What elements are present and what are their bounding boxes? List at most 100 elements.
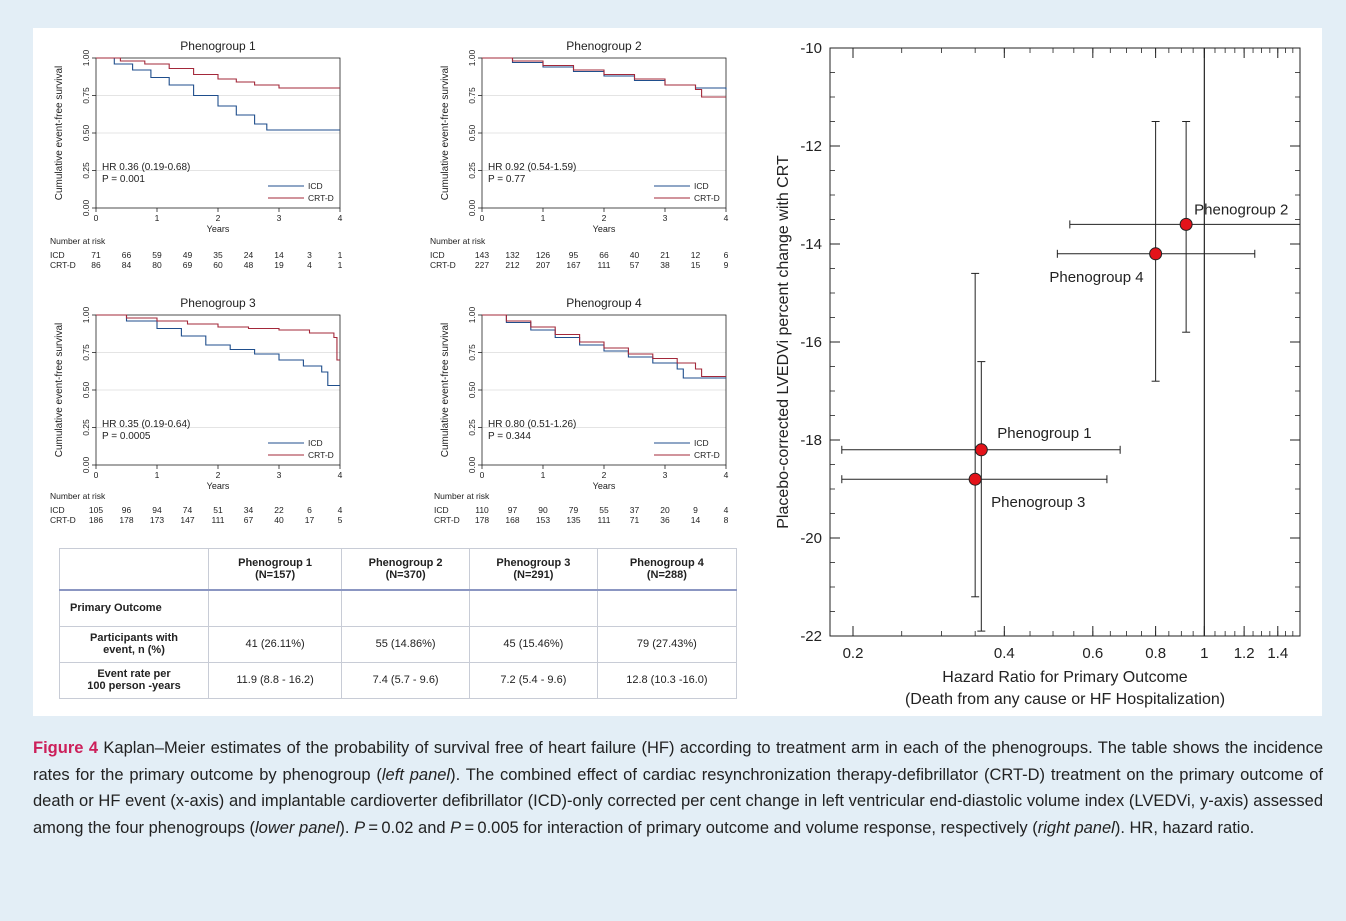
- y-tick-label: 0.50: [467, 381, 477, 398]
- x-tick-label: 1: [1200, 645, 1208, 662]
- x-axis-label: Years: [593, 224, 616, 234]
- risk-value: 9: [693, 505, 698, 515]
- risk-value: 19: [274, 260, 284, 270]
- y-tick-label: -14: [800, 236, 822, 253]
- risk-value: 5: [337, 515, 343, 525]
- x-tick-label: 4: [338, 213, 343, 223]
- risk-value: 55: [599, 505, 609, 515]
- p-value-text: P = 0.001: [102, 174, 145, 185]
- risk-value: 40: [274, 515, 284, 525]
- table-section-label: Primary Outcome: [59, 589, 209, 627]
- risk-value: 8: [723, 515, 729, 525]
- x-tick-label: 0: [480, 470, 485, 480]
- risk-value: 15: [690, 260, 701, 270]
- y-tick-label: -20: [800, 530, 822, 547]
- table-section-row: Primary Outcome: [59, 589, 738, 627]
- y-tick-label: 0.75: [467, 87, 477, 104]
- risk-value: 105: [88, 505, 104, 515]
- risk-value: 17: [304, 515, 315, 525]
- hazard-ratio-text: HR 0.92 (0.54-1.59): [488, 162, 576, 173]
- risk-value: 168: [505, 515, 520, 525]
- figure-label: Figure 4: [33, 739, 98, 757]
- risk-value: 86: [91, 260, 101, 270]
- x-axis-label: Years: [207, 481, 230, 491]
- risk-value: 1: [337, 260, 343, 270]
- risk-value: 35: [213, 250, 223, 260]
- legend-label: CRT-D: [694, 193, 720, 203]
- risk-value: 227: [474, 260, 490, 270]
- risk-value: 48: [243, 260, 254, 270]
- y-axis-label: Cumulative event-free survival: [54, 66, 65, 201]
- figure-caption: Figure 4 Kaplan–Meier estimates of the p…: [33, 739, 1323, 837]
- risk-value: 60: [213, 260, 223, 270]
- point-label: Phenogroup 2: [1194, 201, 1288, 218]
- risk-row-label: CRT-D: [50, 260, 76, 270]
- y-tick-label: 0.00: [81, 199, 91, 216]
- risk-value: 14: [690, 515, 701, 525]
- risk-table-phenogroup-3: Number at risk ICD 105 96 94 74 51 34 22 6 4 CRT-D 1…: [50, 491, 355, 527]
- x-axis-label: Hazard Ratio for Primary Outcome: [942, 669, 1188, 686]
- km-plot-phenogroup-4: Phenogroup 4 0.00 0.25 0.50 0.75 1.00 0 1 2 3 4 Yea…: [440, 296, 729, 491]
- risk-value: 132: [505, 250, 520, 260]
- x-tick-label: 0: [94, 213, 99, 223]
- risk-value: 71: [91, 250, 101, 260]
- x-tick-label: 4: [724, 213, 729, 223]
- risk-value: 51: [213, 505, 223, 515]
- y-tick-label: -10: [800, 40, 822, 57]
- table-cell: 12.8 (10.3 -16.0): [596, 661, 738, 699]
- risk-value: 69: [182, 260, 193, 270]
- risk-value: 22: [274, 505, 284, 515]
- y-tick-label: 1.00: [467, 49, 477, 66]
- y-tick-label: 1.00: [81, 49, 91, 66]
- risk-value: 4: [307, 260, 312, 270]
- x-tick-label: 1.2: [1234, 645, 1255, 662]
- risk-row-label: ICD: [50, 505, 65, 515]
- data-point: [1179, 217, 1193, 231]
- risk-title: Number at risk: [50, 491, 106, 501]
- x-tick-label: 4: [338, 470, 343, 480]
- table-row: Event rate per 100 person -years 11.9 (8.…: [59, 661, 738, 699]
- y-tick-label: 0.00: [467, 456, 477, 473]
- risk-value: 94: [152, 505, 162, 515]
- risk-value: 110: [475, 505, 489, 515]
- x-tick-label: 1: [155, 470, 160, 480]
- risk-value: 40: [629, 250, 640, 260]
- km-title: Phenogroup 3: [180, 296, 256, 310]
- risk-title: Number at risk: [50, 236, 106, 246]
- x-tick-label: 1: [541, 470, 546, 480]
- risk-value: 79: [568, 505, 579, 515]
- y-axis-label: Placebo-corrected LVEDVi percent change …: [775, 155, 792, 529]
- risk-row-label: ICD: [430, 250, 445, 260]
- point-label: Phenogroup 3: [991, 494, 1085, 511]
- risk-value: 38: [660, 260, 670, 270]
- risk-value: 6: [723, 250, 729, 260]
- y-axis-label: Cumulative event-free survival: [440, 323, 451, 458]
- risk-row-label: CRT-D: [430, 260, 456, 270]
- table-header: Phenogroup 2 (N=370): [341, 548, 470, 591]
- y-tick-label: 0.75: [81, 344, 91, 361]
- risk-value: 24: [243, 250, 254, 260]
- y-tick-label: 0.75: [467, 344, 477, 361]
- risk-value: 4: [723, 505, 729, 515]
- table-row-label: Participants with event, n (%): [59, 625, 209, 663]
- risk-title: Number at risk: [430, 236, 486, 246]
- x-axis-label: Years: [207, 224, 230, 234]
- risk-value: 111: [597, 515, 611, 525]
- y-axis-label: Cumulative event-free survival: [440, 66, 451, 201]
- table-cell: 11.9 (8.8 - 16.2): [207, 661, 343, 699]
- x-tick-label: 2: [602, 213, 607, 223]
- risk-value: 178: [119, 515, 134, 525]
- x-tick-label: 2: [216, 213, 221, 223]
- x-tick-label: 3: [663, 213, 668, 223]
- y-tick-label: 0.25: [81, 162, 91, 179]
- y-tick-label: 0.50: [81, 124, 91, 141]
- risk-value: 111: [211, 515, 225, 525]
- risk-value: 186: [88, 515, 104, 525]
- risk-title: Number at risk: [434, 491, 490, 501]
- risk-value: 71: [629, 515, 640, 525]
- x-tick-label: 0.2: [843, 645, 864, 662]
- table-header: Phenogroup 3 (N=291): [468, 548, 598, 591]
- x-tick-label: 3: [663, 470, 668, 480]
- risk-value: 37: [629, 505, 640, 515]
- x-tick-label: 2: [216, 470, 221, 480]
